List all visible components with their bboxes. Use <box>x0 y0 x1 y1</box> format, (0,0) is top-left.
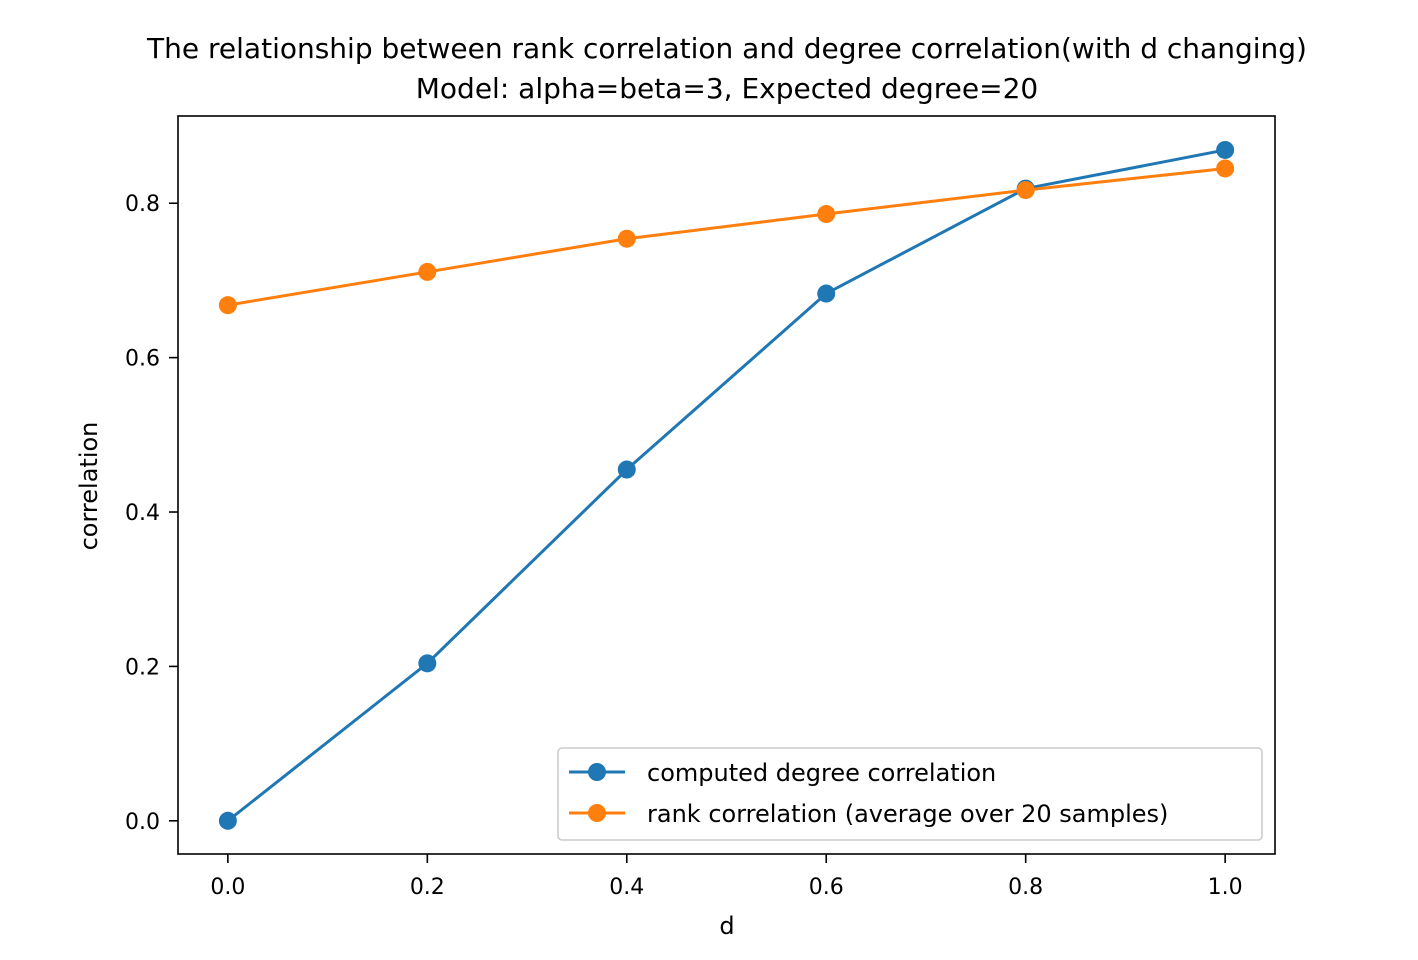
legend-label: computed degree correlation <box>647 759 996 787</box>
y-tick-label: 0.4 <box>125 501 160 526</box>
y-tick-label: 0.8 <box>125 192 160 217</box>
y-tick-label: 0.0 <box>125 810 160 835</box>
x-tick-label: 0.2 <box>410 875 445 900</box>
data-point <box>817 284 836 303</box>
series-line <box>225 148 1227 823</box>
legend-marker <box>588 763 606 781</box>
data-point <box>1216 159 1235 178</box>
series-2 <box>218 159 1235 315</box>
chart-title: The relationship between rank correlatio… <box>146 32 1307 65</box>
y-tick-label: 0.2 <box>125 655 160 680</box>
x-tick-label: 0.8 <box>1008 875 1043 900</box>
x-tick-label: 1.0 <box>1208 875 1243 900</box>
legend: computed degree correlation rank correlat… <box>557 747 1263 841</box>
x-tick-label: 0.4 <box>609 875 644 900</box>
x-tick-label: 0.0 <box>210 875 245 900</box>
data-point <box>617 229 636 248</box>
x-axis-ticks: 0.0 0.2 0.4 0.6 0.8 1.0 <box>210 854 1243 900</box>
chart-subtitle: Model: alpha=beta=3, Expected degree=20 <box>416 72 1038 105</box>
x-tick-label: 0.6 <box>809 875 844 900</box>
legend-box <box>557 747 1263 841</box>
plot-frame <box>177 115 1276 855</box>
plot-area <box>178 116 1275 854</box>
data-point <box>617 460 636 479</box>
series-layer <box>218 140 1235 830</box>
data-point <box>817 205 836 224</box>
data-point <box>1016 181 1035 200</box>
legend-marker <box>588 804 606 822</box>
data-point <box>418 654 437 673</box>
x-axis-label: d <box>719 912 734 940</box>
data-point <box>218 296 237 315</box>
y-axis-ticks: 0.0 0.2 0.4 0.6 0.8 <box>125 192 178 835</box>
series-line <box>226 166 1227 307</box>
data-point <box>218 811 237 830</box>
data-point <box>418 262 437 281</box>
y-axis-label: correlation <box>75 422 103 551</box>
y-tick-label: 0.6 <box>125 347 160 372</box>
legend-label: rank correlation (average over 20 sample… <box>647 800 1168 828</box>
data-point <box>1216 140 1235 159</box>
